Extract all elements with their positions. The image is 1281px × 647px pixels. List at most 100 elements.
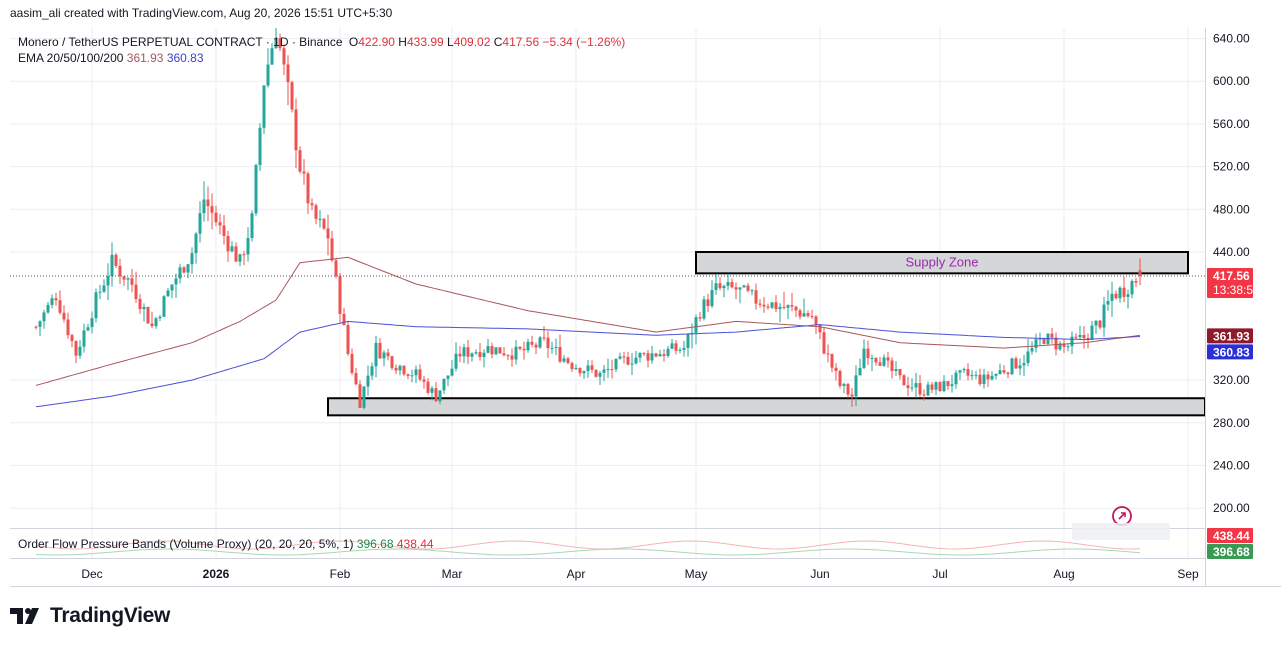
- last-price-tag-text: 13:38:59: [1213, 283, 1260, 297]
- candle-body: [558, 346, 562, 362]
- candle-body: [270, 48, 274, 65]
- candle-body: [110, 254, 114, 277]
- symbol-title: Monero / TetherUS PERPETUAL CONTRACT · 1…: [18, 35, 343, 49]
- candle-body: [302, 171, 306, 174]
- symbol-legend[interactable]: Monero / TetherUS PERPETUAL CONTRACT · 1…: [18, 35, 625, 49]
- candle-body: [614, 358, 618, 370]
- candle-body: [630, 363, 634, 365]
- candle-body: [502, 353, 506, 356]
- candle-body: [346, 324, 350, 354]
- ema-value-a: 361.93: [126, 51, 164, 65]
- candle-body: [870, 358, 874, 360]
- candle-body: [518, 346, 522, 349]
- candle-body: [186, 264, 190, 273]
- candle-body: [1002, 370, 1006, 373]
- demand-zone[interactable]: [327, 397, 1206, 417]
- candle-body: [594, 369, 598, 377]
- candle-body: [930, 384, 934, 390]
- candle-body: [86, 327, 90, 331]
- time-tick: Jul: [932, 567, 947, 581]
- candle-body: [626, 356, 630, 365]
- candle-body: [750, 290, 754, 292]
- candle-body: [426, 381, 430, 393]
- candle-body: [682, 347, 686, 350]
- candle-body: [1106, 301, 1110, 305]
- candle-body: [738, 287, 742, 290]
- candle-body: [490, 346, 494, 355]
- candle-body: [922, 394, 926, 396]
- candle-body: [334, 260, 338, 277]
- candle-body: [1034, 339, 1038, 348]
- candle-body: [1126, 294, 1130, 297]
- candle-body: [1110, 293, 1114, 302]
- candle-body: [482, 352, 486, 357]
- candle-body: [378, 342, 382, 359]
- candle-body: [966, 369, 970, 376]
- candle-body: [986, 374, 990, 380]
- candle-body: [826, 353, 830, 355]
- candle-body: [170, 284, 174, 291]
- candle-body: [946, 381, 950, 387]
- candle-body: [90, 318, 94, 328]
- candle-body: [562, 358, 566, 362]
- candle-body: [202, 199, 206, 214]
- indicator-label: Order Flow Pressure Bands (Volume Proxy)…: [18, 537, 354, 551]
- candle-body: [94, 292, 98, 319]
- candle-body: [974, 374, 978, 376]
- tradingview-logo[interactable]: TradingView: [10, 604, 170, 628]
- candle-body: [306, 173, 310, 204]
- time-axis-labels[interactable]: Dec 2026 Feb Mar Apr May Jun Jul Aug Sep: [81, 567, 1199, 581]
- candle-body: [342, 313, 346, 325]
- candle-body: [814, 316, 818, 325]
- candle-body: [1030, 347, 1034, 352]
- candle-body: [754, 290, 758, 304]
- indicator-legend[interactable]: Order Flow Pressure Bands (Volume Proxy)…: [18, 537, 434, 551]
- ema-legend[interactable]: EMA 20/50/100/200 361.93 360.83: [18, 51, 204, 65]
- time-tick: Aug: [1053, 567, 1074, 581]
- candle-body: [550, 347, 554, 349]
- candle-body: [370, 366, 374, 376]
- candle-body: [542, 337, 546, 339]
- indicator-controls-overlay[interactable]: [1072, 523, 1170, 540]
- candle-body: [102, 285, 106, 292]
- candle-body: [50, 298, 54, 305]
- candle-body: [286, 64, 290, 83]
- candle-body: [726, 282, 730, 286]
- price-chart[interactable]: Supply Zone 640.00 600.00 560.00 520.00 480.…: [0, 0, 1281, 600]
- candle-body: [430, 388, 434, 393]
- candle-body: [746, 285, 750, 291]
- candle-body: [642, 353, 646, 355]
- candle-body: [410, 375, 414, 377]
- indicator-tag-lower: [1207, 544, 1253, 559]
- price-axis-labels[interactable]: 640.00 600.00 560.00 520.00 480.00 440.00 320.…: [1213, 32, 1250, 516]
- candle-body: [266, 64, 270, 86]
- candle-body: [610, 369, 614, 371]
- candle-body: [310, 203, 314, 206]
- low-value: 409.02: [453, 35, 491, 49]
- candle-body: [830, 353, 834, 368]
- candle-body: [242, 254, 246, 256]
- candle-body: [554, 346, 558, 348]
- supply-zone[interactable]: [695, 251, 1189, 275]
- candle-body: [470, 353, 474, 357]
- candle-body: [702, 299, 706, 319]
- candle-body: [706, 299, 710, 307]
- indicator-value-2: 438.44: [396, 537, 434, 551]
- candle-body: [566, 358, 570, 364]
- candle-body: [1054, 337, 1058, 350]
- candle-body: [1014, 358, 1018, 369]
- candle-body: [434, 388, 438, 402]
- candle-body: [298, 150, 302, 172]
- candle-body: [742, 285, 746, 288]
- candle-body: [982, 374, 986, 385]
- candle-body: [650, 353, 654, 361]
- candle-body: [990, 375, 994, 380]
- candle-body: [710, 290, 714, 307]
- candle-body: [330, 238, 334, 261]
- candle-body: [958, 370, 962, 373]
- indicator-upper-band: [35, 540, 1141, 550]
- candle-body: [802, 313, 806, 317]
- candle-body: [902, 375, 906, 386]
- ema-line-red: [35, 256, 1141, 386]
- candle-body: [806, 313, 810, 317]
